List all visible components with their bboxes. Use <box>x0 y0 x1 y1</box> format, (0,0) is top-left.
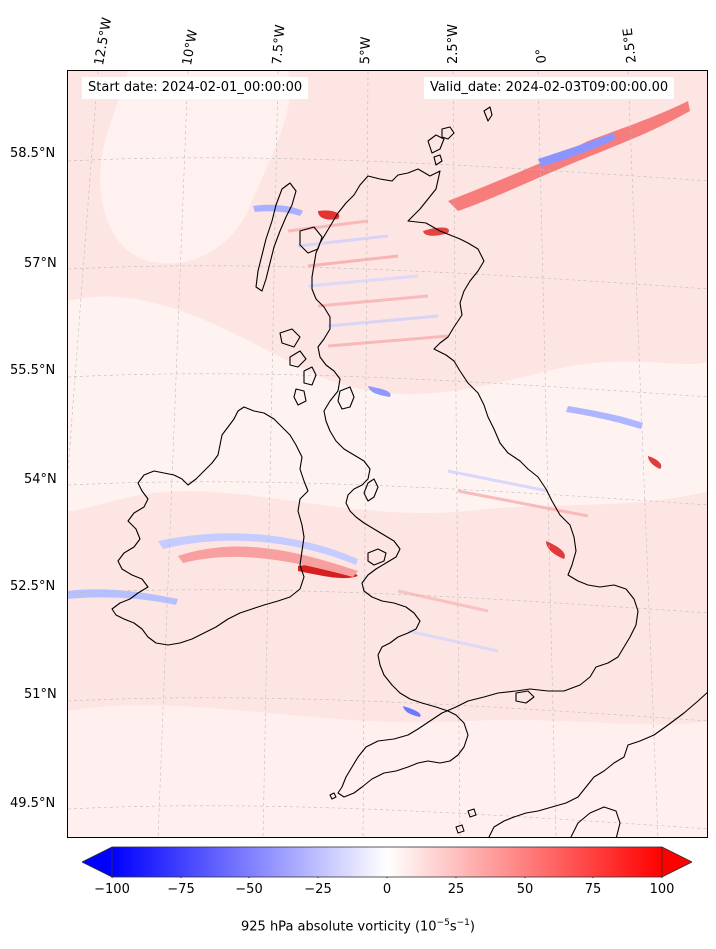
lat-label-49-5: 49.5°N <box>10 796 56 811</box>
coastline-anglesey <box>367 548 387 566</box>
vorticity-light-region <box>100 71 290 264</box>
lon-label-12-5w: 12.5°W <box>92 16 116 67</box>
vorticity-streak-negative <box>566 406 643 429</box>
coastline-isle-of-wight <box>515 690 535 704</box>
lon-label-0: 0° <box>533 47 550 64</box>
lat-label-54: 54°N <box>24 472 57 487</box>
colorbar-tick-label: 0 <box>382 882 392 897</box>
coastline <box>111 106 707 837</box>
lon-label-2-5e: 2.5°E <box>620 27 640 64</box>
vorticity-map <box>68 71 707 837</box>
coastline-orkney <box>427 134 445 154</box>
lon-label-5w: 5°W <box>358 36 374 65</box>
vorticity-streak-texture <box>287 219 589 653</box>
coastline-outer-hebrides <box>255 182 297 292</box>
lat-label-51: 51°N <box>24 687 57 702</box>
vorticity-streak-positive <box>648 456 662 469</box>
colorbar-label-exponent: −1 <box>456 918 470 928</box>
vorticity-streak-positive <box>546 541 565 559</box>
vorticity-streak-negative <box>368 386 391 397</box>
coastline-inner-hebrides <box>303 366 317 386</box>
coastline-skye <box>299 226 323 254</box>
vorticity-streak-positive <box>423 227 449 236</box>
colorbar-label-unit: s <box>449 919 457 935</box>
colorbar-label: 925 hPa absolute vorticity (10−5s−1) <box>0 918 716 934</box>
vorticity-streak-negative <box>403 706 421 717</box>
coastline-isle-of-man <box>363 478 379 502</box>
colorbar-tick-label: −50 <box>235 882 263 897</box>
lon-label-2-5w: 2.5°W <box>446 23 461 64</box>
coastline-great-britain <box>311 168 639 798</box>
colorbar-extend-max <box>661 846 692 878</box>
lat-label-57: 57°N <box>24 256 57 271</box>
colorbar-tick-label: 25 <box>447 882 465 897</box>
lat-label-52-5: 52.5°N <box>10 579 56 594</box>
coastline-channel-islands <box>467 808 477 818</box>
lon-label-10w: 10°W <box>180 28 202 67</box>
colorbar-tick-label: −25 <box>304 882 332 897</box>
valid-date-label: Valid_date: 2024-02-03T09:00:00.00 <box>424 77 675 99</box>
coastline-scilly <box>329 792 337 800</box>
colorbar-tick-label: 75 <box>584 882 602 897</box>
graticule <box>68 71 707 837</box>
colorbar-tick-label: −100 <box>94 882 130 897</box>
lat-label-58-5: 58.5°N <box>10 146 56 161</box>
colorbar-label-text: 925 hPa absolute vorticity (10 <box>241 919 437 935</box>
colorbar-gradient <box>111 846 663 878</box>
colorbar-label-exponent: −5 <box>436 918 450 928</box>
vorticity-streak-negative <box>158 533 358 565</box>
colorbar <box>82 846 692 878</box>
colorbar-extend-min <box>82 846 113 878</box>
vorticity-streak-positive <box>178 546 358 577</box>
lat-label-55-5: 55.5°N <box>10 363 56 378</box>
colorbar-tick-label: 100 <box>649 882 675 897</box>
colorbar-label-close: ) <box>469 919 475 935</box>
vorticity-streak-negative <box>68 589 178 605</box>
lon-label-7-5w: 7.5°W <box>270 24 289 66</box>
colorbar-tick-label: 50 <box>516 882 534 897</box>
colorbar-tick-label: −75 <box>167 882 195 897</box>
coastline-ireland <box>111 406 309 646</box>
coastline-shetland <box>483 106 493 122</box>
colorbar-tick-marks <box>111 877 663 878</box>
coastline-france <box>488 692 707 837</box>
start-date-label: Start date: 2024-02-01_00:00:00 <box>82 77 309 99</box>
vorticity-light-region <box>68 705 707 837</box>
vorticity-streak-positive <box>318 210 340 220</box>
map-panel <box>67 70 708 838</box>
vorticity-light-region <box>68 296 707 513</box>
vorticity-streak-negative <box>538 133 616 167</box>
